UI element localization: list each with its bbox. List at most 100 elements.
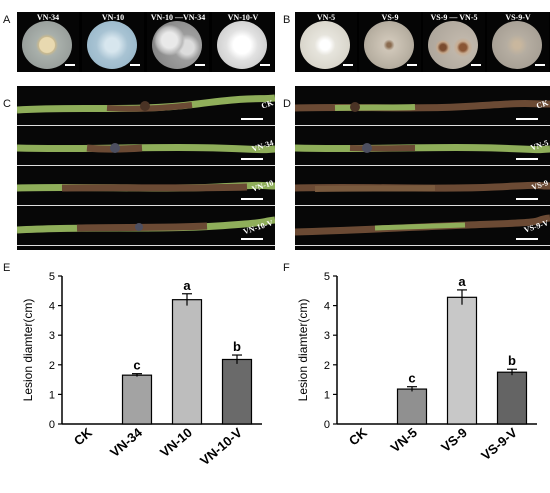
significance-letter: a	[183, 278, 191, 293]
dish-label: VS-9 — VN-5	[430, 13, 478, 22]
chart-e: 0 1 2 3 4 5 Lesion diamter(cm) CK c VN-34 a VN-10 b V…	[10, 262, 275, 488]
category-label: CK	[346, 424, 370, 448]
category-label: VN-5	[388, 425, 420, 456]
bar	[221, 358, 253, 425]
y-tick-label: 4	[49, 301, 55, 313]
scale-bar	[407, 64, 417, 66]
petri-plate	[87, 21, 137, 69]
petri-plate	[300, 21, 350, 69]
dish-label: VS-9	[381, 13, 399, 22]
stem-strip-vn-34: VN-34	[17, 128, 275, 166]
scale-bar	[65, 64, 75, 66]
panel-b-dish-row: VN-5 VS-9 VS-9 — VN-5 VS-9-V	[295, 12, 550, 72]
scale-bar	[195, 64, 205, 66]
y-tick-label: 4	[324, 301, 330, 313]
stem-illustration	[295, 214, 550, 236]
category-label: VN-10	[157, 425, 195, 460]
category-label: VN-10-V	[197, 425, 245, 469]
stem-illustration	[17, 181, 275, 192]
stem-illustration	[295, 100, 550, 112]
panel-letter-d: D	[283, 98, 291, 110]
significance-letter: b	[233, 339, 241, 354]
category-label: VS-9	[438, 425, 470, 455]
scale-bar	[535, 64, 545, 66]
dish-label: VN-10 —VN-34	[150, 13, 206, 22]
dish-vn-5: VN-5	[295, 12, 357, 72]
dish-label: VN-34	[36, 13, 60, 22]
bar	[496, 371, 528, 425]
scale-bar	[241, 238, 263, 240]
stem-strip-vn-10-v: VN-10-V	[17, 208, 275, 246]
bar-chart-f: 0 1 2 3 4 5 Lesion diamter(cm) CK c VN-5 a VS-9 b VS-…	[296, 271, 537, 464]
y-axis-label: Lesion diamter(cm)	[21, 299, 35, 402]
petri-plate	[152, 21, 202, 69]
scale-bar	[260, 64, 270, 66]
stem-illustration	[295, 143, 550, 154]
scale-bar	[241, 198, 263, 200]
stem-strip-vn-5: VN-5	[295, 128, 550, 166]
dish-label: VN-10-V	[227, 13, 259, 22]
bar-chart-e: 0 1 2 3 4 5 Lesion diamter(cm) CK c VN-34 a VN-10 b V…	[21, 271, 262, 469]
panel-letter-f: F	[283, 262, 290, 274]
category-label: CK	[71, 424, 95, 448]
dish-vs-9-vn-5: VS-9 — VN-5	[423, 12, 485, 72]
scale-bar	[516, 158, 538, 160]
significance-letter: c	[133, 358, 140, 373]
scale-bar	[516, 238, 538, 240]
panel-a-dish-row: VN-34 VN-10 VN-10 —VN-34 VN-10-V	[17, 12, 275, 72]
dish-vs-9: VS-9	[359, 12, 421, 72]
stem-strip-vn-10: VN-10	[17, 168, 275, 206]
panel-letter-c: C	[3, 98, 11, 110]
stem-illustration	[17, 94, 275, 114]
scale-bar	[343, 64, 353, 66]
scale-bar	[471, 64, 481, 66]
category-label: VS-9-V	[478, 425, 520, 464]
panel-letter-b: B	[283, 14, 291, 26]
y-tick-label: 2	[49, 360, 55, 372]
dish-label: VN-10	[101, 13, 125, 22]
y-tick-label: 5	[49, 271, 55, 283]
dish-vn-34: VN-34	[17, 12, 79, 72]
significance-letter: c	[408, 371, 415, 386]
panel-letter-a: A	[3, 14, 11, 26]
stem-illustration	[295, 181, 550, 192]
scale-bar	[516, 198, 538, 200]
petri-plate	[217, 21, 267, 69]
panel-letter-e: E	[3, 262, 11, 274]
dish-label: VN-5	[316, 13, 336, 22]
y-tick-label: 1	[324, 389, 330, 401]
y-tick-label: 3	[49, 330, 55, 342]
stem-strip-vs-9-v: VS-9-V	[295, 208, 550, 246]
dish-label: VS-9-V	[505, 13, 531, 22]
significance-letter: a	[458, 274, 466, 289]
y-tick-label: 1	[49, 389, 55, 401]
petri-plate	[492, 21, 542, 69]
dish-vn-10: VN-10	[82, 12, 144, 72]
category-label: VN-34	[107, 424, 145, 460]
bar	[121, 374, 153, 425]
stem-strip-ck: CK	[17, 88, 275, 126]
bar	[446, 296, 478, 425]
dish-vn-10-vn-34: VN-10 —VN-34	[147, 12, 209, 72]
dish-vs-9-v: VS-9-V	[487, 12, 549, 72]
scale-bar	[241, 158, 263, 160]
y-axis-label: Lesion diamter(cm)	[296, 299, 310, 402]
scale-bar	[130, 64, 140, 66]
panel-c-stem-photos: CK VN-34 VN-10 VN-10-V	[17, 86, 275, 250]
petri-plate	[428, 21, 478, 69]
petri-plate	[22, 21, 72, 69]
y-tick-label: 2	[324, 360, 330, 372]
chart-f: 0 1 2 3 4 5 Lesion diamter(cm) CK c VN-5 a VS-9 b VS-…	[285, 262, 550, 488]
stem-illustration	[17, 216, 275, 234]
bar	[171, 299, 203, 425]
scale-bar	[516, 118, 538, 120]
y-tick-label: 0	[49, 419, 55, 431]
panel-d-stem-photos: CK VN-5 VS-9 VS-9-V	[295, 86, 550, 250]
y-tick-label: 5	[324, 271, 330, 283]
scale-bar	[241, 118, 263, 120]
bar	[396, 388, 428, 425]
y-tick-label: 3	[324, 330, 330, 342]
stem-strip-vs-9: VS-9	[295, 168, 550, 206]
significance-letter: b	[508, 353, 516, 368]
y-tick-label: 0	[324, 419, 330, 431]
